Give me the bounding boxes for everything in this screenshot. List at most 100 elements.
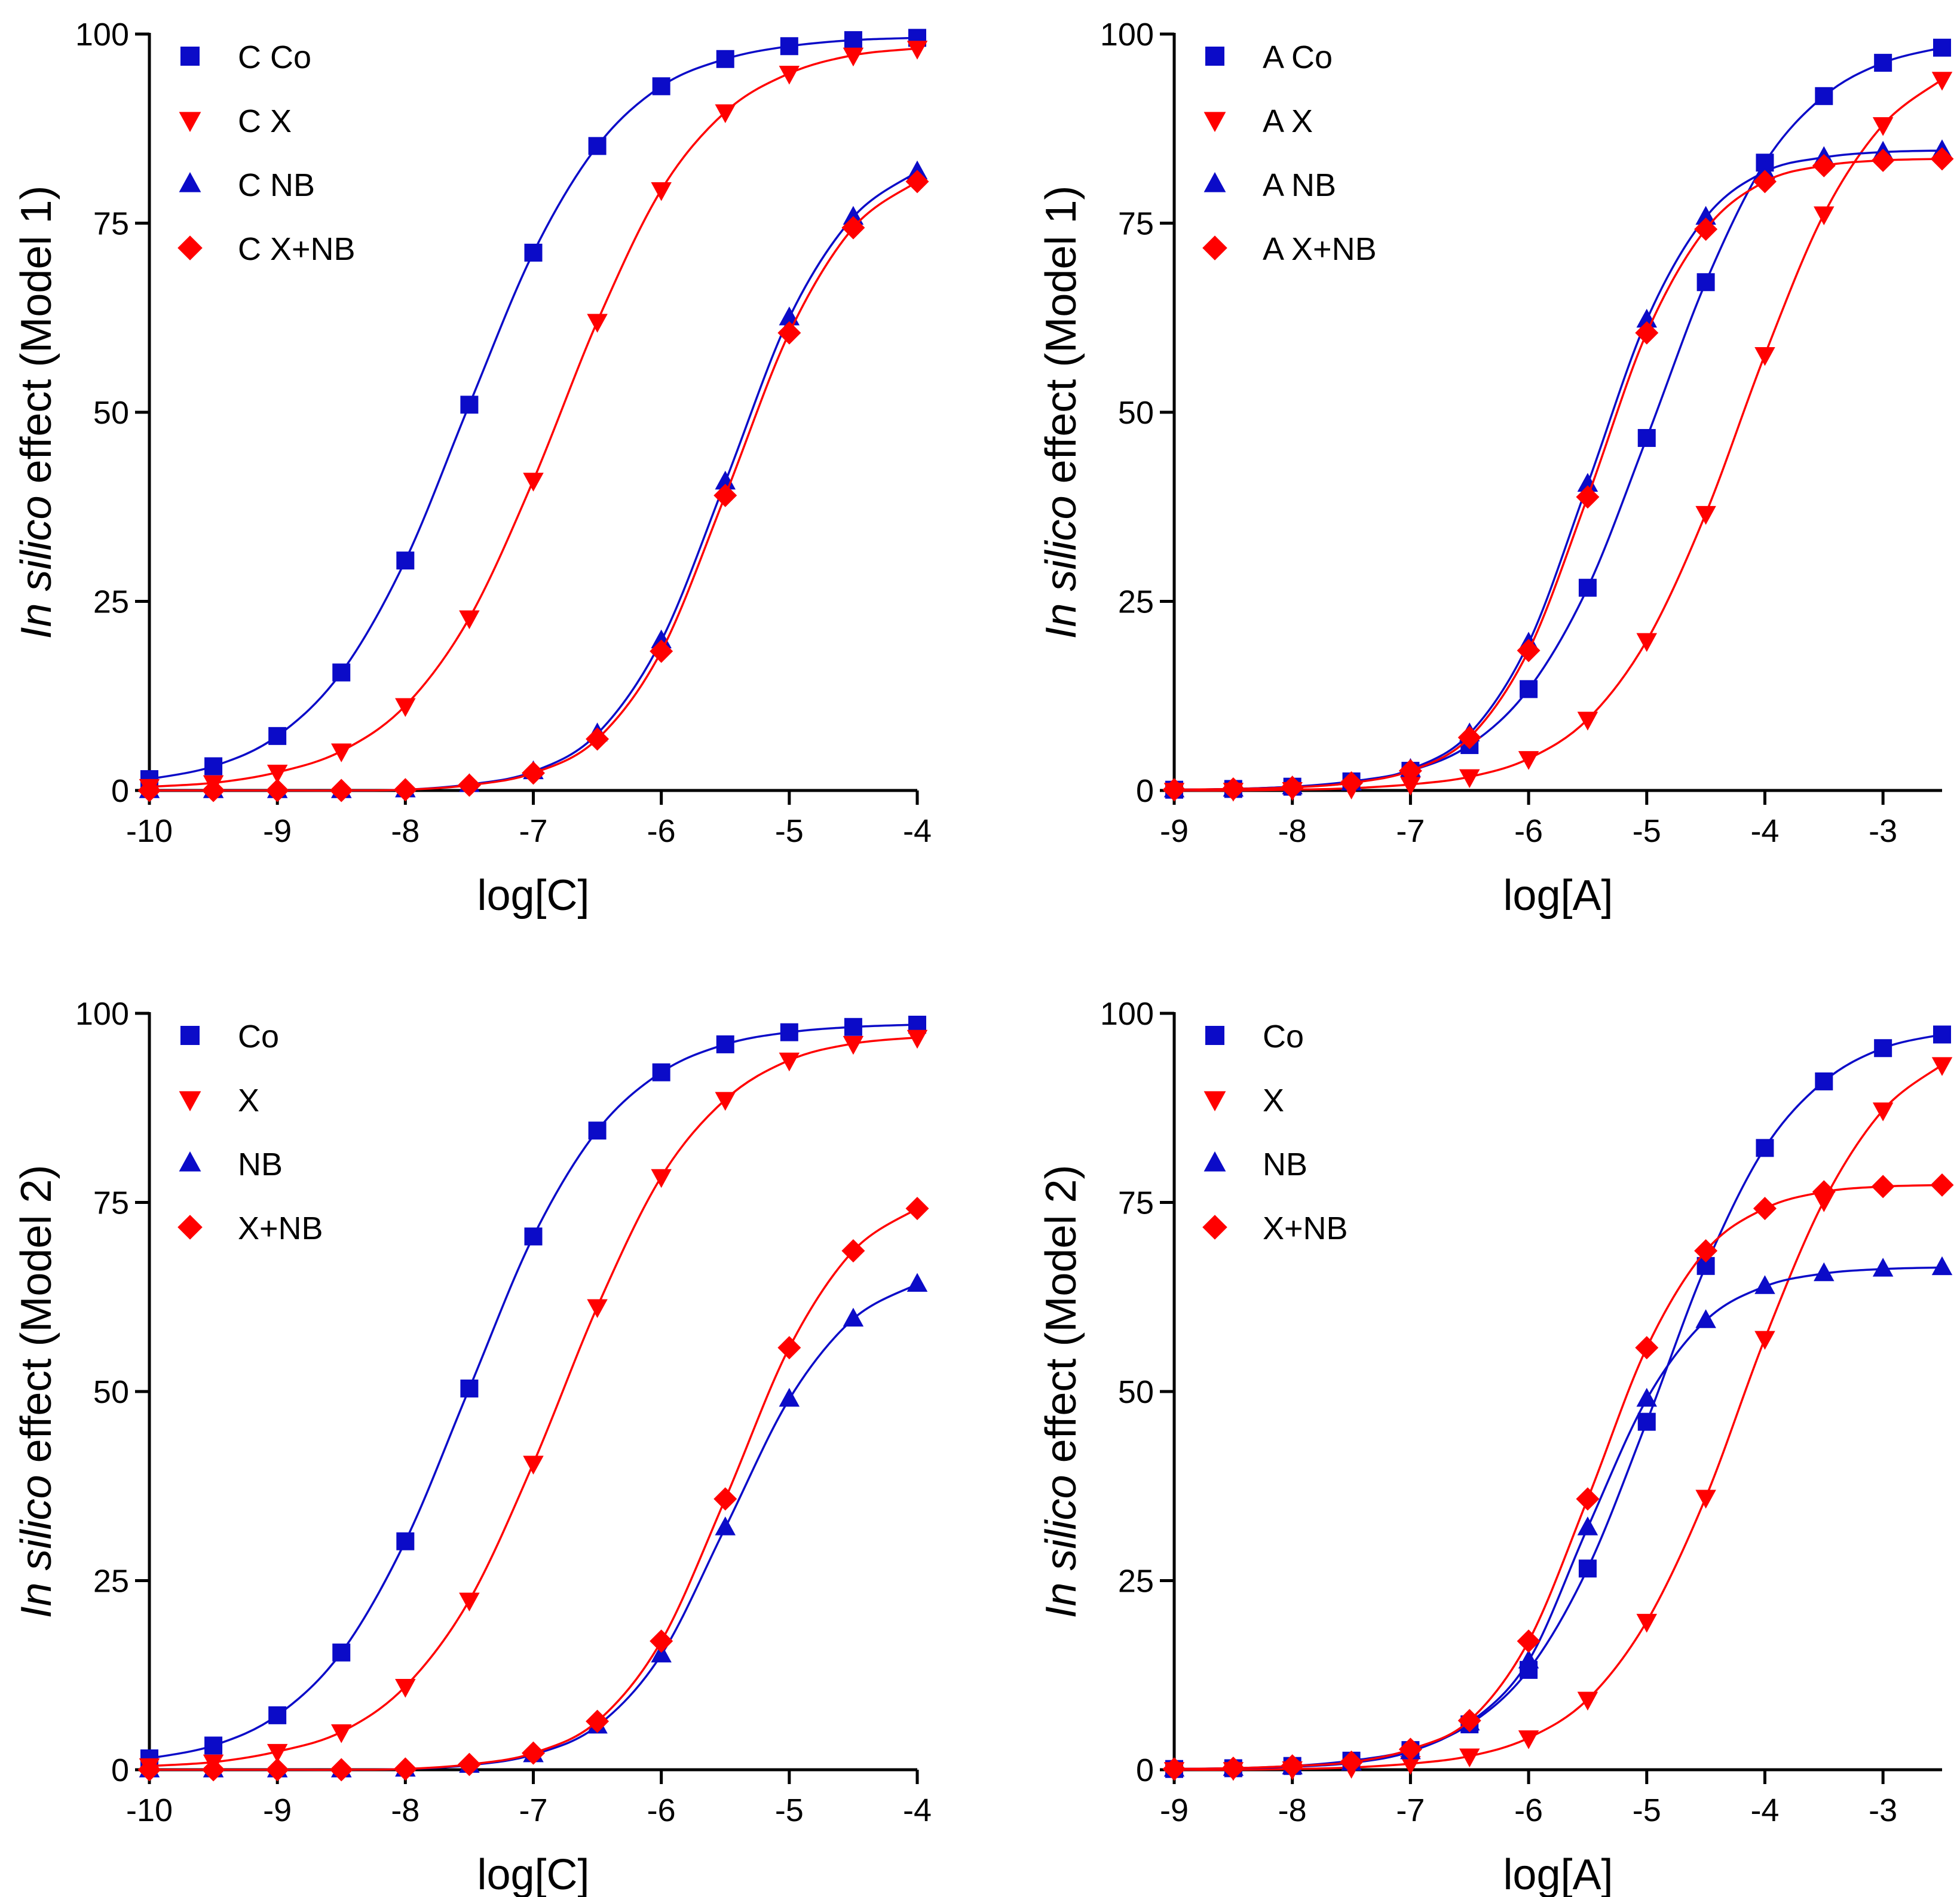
legend-marker <box>179 172 201 192</box>
series-a-x-nb <box>1162 147 1954 802</box>
data-point <box>332 1643 351 1662</box>
legend-label: C Co <box>238 39 311 75</box>
x-tick-label: -4 <box>903 1792 932 1828</box>
data-point <box>267 764 288 784</box>
data-point <box>1400 777 1421 796</box>
data-point <box>779 1052 800 1072</box>
data-point <box>457 1752 481 1776</box>
data-point <box>780 37 798 56</box>
x-tick-label: -3 <box>1869 1792 1897 1828</box>
x-axis-title: log[C] <box>477 872 589 920</box>
legend-marker <box>1203 1151 1226 1172</box>
y-axis-title: In silico effect (Model 2) <box>1037 1165 1085 1619</box>
data-point <box>1578 578 1597 597</box>
data-point <box>524 1227 543 1246</box>
data-point <box>779 1387 800 1407</box>
data-point <box>1518 751 1539 770</box>
data-point <box>1872 1102 1894 1121</box>
legend: Co X NB X+NB <box>1202 1019 1348 1246</box>
data-point <box>906 1273 928 1292</box>
y-tick-label: 75 <box>1118 206 1154 242</box>
data-point <box>457 773 481 797</box>
x-tick-label: -5 <box>775 1792 804 1828</box>
series-nb <box>139 1273 928 1778</box>
x-axis-title: log[A] <box>1503 872 1613 920</box>
data-point <box>1635 1336 1659 1360</box>
x-tick-label: -9 <box>263 1792 292 1828</box>
data-point <box>588 1121 607 1140</box>
data-point <box>1457 1709 1481 1733</box>
data-point <box>1517 1629 1541 1653</box>
data-point <box>1930 147 1954 171</box>
data-point <box>780 1023 798 1041</box>
data-point <box>460 396 479 414</box>
x-tick-label: -8 <box>1278 1792 1307 1828</box>
data-point <box>523 473 544 492</box>
data-point <box>588 137 607 155</box>
legend-label: A NB <box>1263 167 1336 203</box>
data-point <box>844 31 862 50</box>
data-point <box>1872 1258 1894 1277</box>
y-tick-label: 75 <box>93 206 129 242</box>
legend: A Co A X A NB A X+NB <box>1202 39 1377 267</box>
y-tick-label: 25 <box>1118 1564 1154 1599</box>
series-line <box>149 1023 918 1760</box>
data-point <box>395 698 416 717</box>
legend-label: X <box>1263 1083 1284 1118</box>
data-point <box>396 551 415 570</box>
legend-label: A X <box>1263 103 1313 139</box>
legend-label: C NB <box>238 167 315 203</box>
legend: Co X NB X+NB <box>177 1019 323 1246</box>
y-tick-label: 100 <box>1100 996 1154 1032</box>
data-point <box>1931 1057 1953 1076</box>
data-point <box>1812 154 1836 177</box>
data-point <box>329 779 353 802</box>
data-point <box>1281 776 1304 799</box>
chart-panel-bottom-right: 0 25 50 75 100 -9 -8 -7 -6 -5 -4 -3 log[A] In silico … <box>1037 996 1954 1897</box>
x-tick-label: -4 <box>1750 1792 1779 1828</box>
y-axis-title-italic: In silico <box>13 495 60 639</box>
data-point <box>651 182 672 201</box>
data-point <box>1874 1039 1892 1058</box>
data-point <box>1756 1139 1774 1157</box>
data-point <box>587 314 608 333</box>
data-point <box>524 243 543 262</box>
x-tick-label: -3 <box>1869 813 1897 849</box>
data-point <box>841 216 865 240</box>
legend-label: X <box>238 1083 259 1118</box>
x-tick-label: -6 <box>1514 1792 1543 1828</box>
y-tick-label: 0 <box>1136 773 1154 809</box>
data-point <box>1695 505 1716 525</box>
data-point <box>1576 485 1600 509</box>
data-point <box>1753 1197 1777 1221</box>
data-point <box>1695 206 1716 225</box>
legend-label: C X <box>238 103 292 139</box>
series-nb <box>1163 1256 1953 1777</box>
data-point <box>1872 117 1894 136</box>
data-point <box>1340 1750 1364 1774</box>
y-axis-title-italic: In silico <box>1037 495 1085 639</box>
y-axis-title-italic: In silico <box>13 1475 60 1618</box>
data-point <box>522 761 545 785</box>
data-point <box>1637 1412 1656 1431</box>
legend-marker <box>1205 47 1224 66</box>
legend-marker <box>1203 112 1226 132</box>
series-a-co <box>1165 38 1951 799</box>
data-point <box>1577 1691 1598 1711</box>
x-tick-label: -10 <box>126 1792 173 1828</box>
data-point <box>650 1629 673 1653</box>
y-tick-label: 100 <box>1100 17 1154 53</box>
data-point <box>396 1532 415 1550</box>
data-point <box>777 321 801 345</box>
data-point <box>1930 1173 1954 1197</box>
data-point <box>395 1678 416 1698</box>
data-point <box>1871 1175 1895 1199</box>
data-point <box>268 727 287 745</box>
data-point <box>1637 429 1656 448</box>
x-tick-label: -9 <box>1160 1792 1189 1828</box>
data-point <box>329 1758 353 1782</box>
chart-panel-bottom-left: 0 25 50 75 100 -10 -9 -8 -7 -6 -5 -4 log[C] In silico… <box>13 996 932 1897</box>
data-point <box>1577 473 1598 492</box>
legend-label: X+NB <box>1263 1210 1348 1246</box>
